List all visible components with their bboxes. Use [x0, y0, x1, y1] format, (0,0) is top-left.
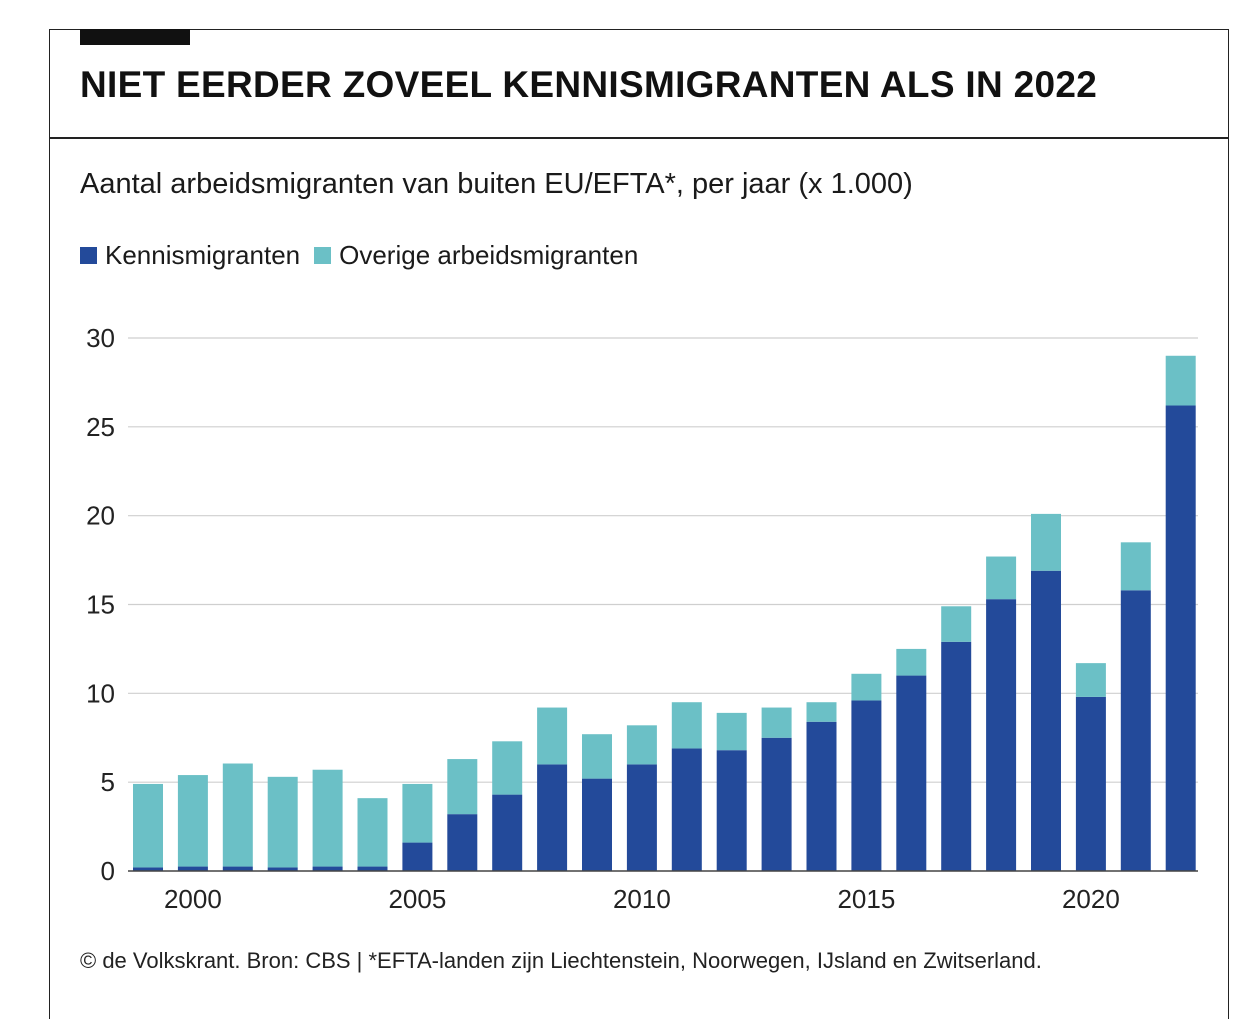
bar-2000-overige [177, 775, 208, 867]
bar-2011-overige [671, 702, 702, 749]
x-tick-label-2000: 2000 [164, 884, 222, 914]
bar-2002-kennismigranten [267, 867, 298, 871]
bar-2014-overige [806, 702, 837, 722]
bar-2001-kennismigranten [222, 866, 253, 871]
bar-2020-kennismigranten [1075, 696, 1106, 871]
title-accent-bar [80, 29, 190, 45]
bar-2009-kennismigranten [582, 778, 612, 871]
bar-2006-kennismigranten [447, 814, 478, 871]
legend-item-kennismigranten: Kennismigranten [80, 240, 300, 271]
bar-2012-kennismigranten [716, 750, 747, 871]
x-tick-label-2020: 2020 [1062, 884, 1120, 914]
bar-2015-kennismigranten [851, 700, 882, 871]
legend-swatch-overige [314, 247, 332, 264]
y-tick-label-10: 10 [86, 678, 115, 708]
bar-2007-overige [492, 741, 523, 795]
bar-2008-kennismigranten [537, 764, 568, 871]
y-tick-label-20: 20 [86, 501, 115, 531]
bar-2017-overige [941, 606, 972, 642]
bar-2012-overige [716, 712, 747, 751]
bar-2013-overige [761, 707, 792, 738]
y-tick-label-15: 15 [86, 590, 115, 620]
bar-2019-overige [1031, 513, 1061, 571]
legend-label-overige: Overige arbeidsmigranten [339, 240, 639, 270]
bar-2016-overige [896, 648, 927, 676]
bar-2001-overige [222, 763, 253, 867]
bar-2020-overige [1075, 663, 1106, 697]
bar-2010-overige [626, 725, 657, 765]
bar-2005-overige [402, 783, 433, 843]
y-tick-label-30: 30 [86, 323, 115, 353]
bar-2004-overige [357, 798, 388, 867]
bar-2008-overige [537, 707, 568, 765]
bar-2011-kennismigranten [671, 748, 702, 871]
x-tick-label-2015: 2015 [837, 884, 895, 914]
bar-2013-kennismigranten [761, 737, 792, 871]
bar-2004-kennismigranten [357, 866, 388, 871]
bar-2016-kennismigranten [896, 675, 927, 871]
source-note: © de Volkskrant. Bron: CBS | *EFTA-lande… [80, 948, 1042, 973]
bar-2000-kennismigranten [177, 866, 208, 871]
y-tick-label-0: 0 [101, 856, 115, 886]
bar-2021-kennismigranten [1120, 590, 1151, 871]
bar-2017-kennismigranten [941, 641, 972, 871]
bar-2005-kennismigranten [402, 842, 433, 871]
bar-1999-kennismigranten [133, 867, 163, 871]
bar-2003-kennismigranten [312, 866, 343, 871]
bar-2006-overige [447, 759, 478, 815]
bar-2018-kennismigranten [986, 599, 1017, 871]
legend: Kennismigranten Overige arbeidsmigranten [80, 240, 652, 271]
bar-2002-overige [267, 776, 298, 868]
bar-2014-kennismigranten [806, 721, 837, 871]
bar-2003-overige [312, 769, 343, 867]
bar-2015-overige [851, 673, 882, 701]
stacked-bar-chart: 0 5 10 15 20 25 30 2000 2005 2010 2015 2020 [86, 323, 1198, 914]
legend-swatch-kennismigranten [80, 247, 97, 264]
y-tick-label-25: 25 [86, 412, 115, 442]
y-tick-label-5: 5 [101, 767, 115, 797]
bar-2010-kennismigranten [626, 764, 657, 871]
bar-2007-kennismigranten [492, 794, 523, 871]
bar-2009-overige [582, 734, 612, 779]
chart-subtitle: Aantal arbeidsmigranten van buiten EU/EF… [80, 168, 913, 200]
x-tick-label-2010: 2010 [613, 884, 671, 914]
title-divider [49, 137, 1229, 139]
chart-title: NIET EERDER ZOVEEL KENNISMIGRANTEN ALS I… [80, 64, 1098, 105]
bar-1999-overige [133, 783, 163, 868]
bar-2022-kennismigranten [1165, 405, 1196, 871]
bar-2018-overige [986, 556, 1017, 600]
x-tick-label-2005: 2005 [388, 884, 446, 914]
legend-item-overige: Overige arbeidsmigranten [314, 240, 638, 271]
legend-label-kennismigranten: Kennismigranten [105, 240, 301, 270]
chart-frame [49, 29, 1229, 1019]
bar-2022-overige [1165, 355, 1196, 406]
bar-2019-kennismigranten [1031, 570, 1061, 871]
bar-2021-overige [1120, 542, 1151, 591]
